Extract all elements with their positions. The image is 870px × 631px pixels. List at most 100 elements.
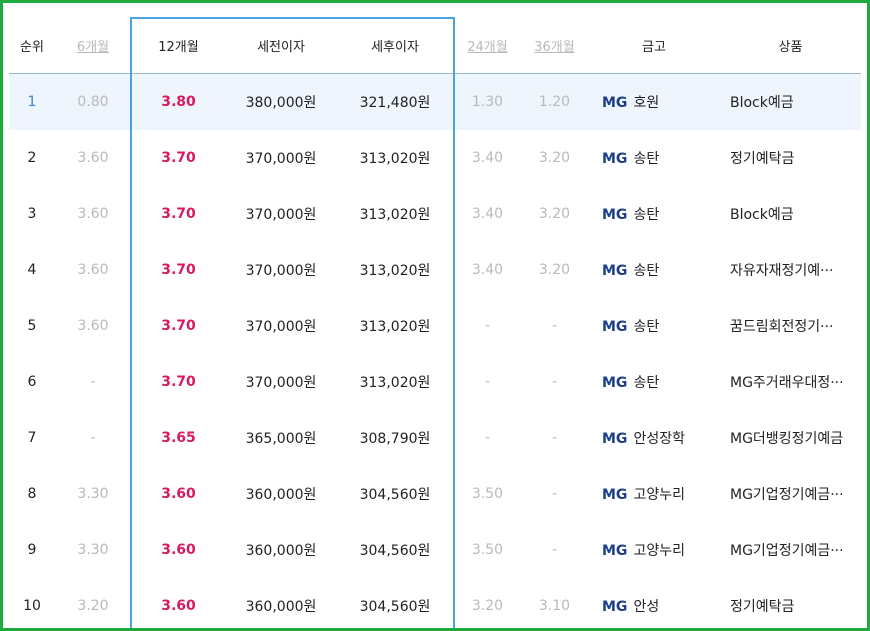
table-row[interactable]: 7 - 3.65 365,000원 308,790원 - - MG 안성장학 MG더뱅킹정기예금 — [9, 410, 861, 466]
mg-logo: MG — [602, 431, 628, 447]
bank-cell[interactable]: MG 고양누리 — [588, 466, 720, 522]
header-6-month-link[interactable]: 6개월 — [55, 17, 131, 74]
24-month-rate-cell: - — [484, 374, 491, 390]
rank-cell: 3 — [27, 206, 37, 222]
rank-cell: 10 — [23, 598, 41, 614]
24-month-rate-cell: - — [484, 318, 491, 334]
product-name-cell[interactable]: 정기예탁금 — [730, 599, 795, 615]
header-product: 상품 — [720, 17, 861, 74]
6-month-rate-cell: 3.60 — [77, 206, 109, 222]
bank-cell[interactable]: MG 안성 — [588, 578, 720, 628]
pretax-interest-cell: 360,000원 — [245, 543, 317, 559]
pretax-interest-cell: 370,000원 — [245, 319, 317, 335]
12-month-rate-cell: 3.70 — [161, 374, 196, 390]
24-month-rate-cell: 3.50 — [471, 486, 504, 502]
mg-logo: MG — [602, 151, 628, 167]
bank-cell[interactable]: MG 고양누리 — [588, 522, 720, 578]
bank-cell[interactable]: MG 호원 — [588, 73, 720, 130]
product-name-cell[interactable]: Block예금 — [730, 207, 794, 223]
header-24-month-link[interactable]: 24개월 — [454, 17, 521, 74]
12-month-rate-cell: 3.60 — [161, 542, 196, 558]
posttax-interest-cell: 313,020원 — [359, 319, 431, 335]
product-name-cell[interactable]: 꿈드림회전정기··· — [730, 319, 834, 335]
pretax-interest-cell: 370,000원 — [245, 151, 317, 167]
12-month-rate-cell: 3.70 — [161, 206, 196, 222]
pretax-interest-cell: 360,000원 — [245, 487, 317, 503]
12-month-rate-cell: 3.60 — [161, 598, 196, 614]
12-month-rate-cell: 3.80 — [131, 73, 226, 130]
24-month-rate-cell: 3.40 — [471, 206, 504, 222]
bank-name: 고양누리 — [633, 543, 685, 559]
mg-logo: MG — [602, 207, 628, 223]
bank-cell[interactable]: MG 송탄 — [588, 242, 720, 298]
bank-cell[interactable]: MG 안성장학 — [588, 410, 720, 466]
posttax-interest-cell: 313,020원 — [359, 375, 431, 391]
header-posttax-interest: 세후이자 — [336, 17, 454, 74]
product-name-cell[interactable]: MG주거래우대정··· — [730, 375, 844, 391]
table-header-row: 순위 6개월 12개월 세전이자 세후이자 24개월 36개월 금고 상품 — [9, 17, 861, 74]
table-row[interactable]: 9 3.30 3.60 360,000원 304,560원 3.50 - MG 고양누리 MG기업… — [9, 522, 861, 578]
rank-cell: 4 — [27, 262, 37, 278]
product-name-cell[interactable]: 자유자재정기예··· — [730, 263, 834, 279]
rank-cell: 7 — [27, 430, 37, 446]
24-month-rate-cell: 1.30 — [454, 73, 521, 130]
36-month-rate-cell: 3.20 — [538, 206, 571, 222]
table-row[interactable]: 5 3.60 3.70 370,000원 313,020원 - - MG 송탄 꿈드림회전정기··… — [9, 298, 861, 354]
6-month-rate-cell: 3.30 — [77, 486, 109, 502]
6-month-rate-cell: - — [90, 374, 96, 390]
24-month-rate-cell: 3.40 — [471, 150, 504, 166]
bank-cell[interactable]: MG 송탄 — [588, 130, 720, 186]
bank-name: 안성 — [633, 599, 660, 615]
table-row[interactable]: 6 - 3.70 370,000원 313,020원 - - MG 송탄 MG주거래우대정··· — [9, 354, 861, 410]
product-name-cell[interactable]: MG기업정기예금··· — [730, 487, 844, 503]
table-row[interactable]: 1 0.80 3.80 380,000원 321,480원 1.30 1.20 MG 호원 Blo… — [9, 73, 861, 130]
rank-cell: 1 — [9, 73, 55, 130]
24-month-rate-cell: 3.40 — [471, 262, 504, 278]
36-month-rate-cell: - — [551, 542, 558, 558]
12-month-rate-cell: 3.70 — [161, 318, 196, 334]
36-month-rate-cell: 3.20 — [538, 150, 571, 166]
24-month-rate-cell: 3.50 — [471, 542, 504, 558]
bank-cell[interactable]: MG 송탄 — [588, 298, 720, 354]
mg-logo: MG — [602, 319, 628, 335]
posttax-interest-cell: 321,480원 — [336, 73, 454, 130]
6-month-rate-cell: 3.30 — [77, 542, 109, 558]
product-name-cell[interactable]: MG기업정기예금··· — [730, 543, 844, 559]
12-month-rate-cell: 3.70 — [161, 150, 196, 166]
table-row[interactable]: 10 3.20 3.60 360,000원 304,560원 3.20 3.10 MG 안성 정기… — [9, 578, 861, 628]
rank-cell: 5 — [27, 318, 37, 334]
24-month-rate-cell: 3.20 — [471, 598, 504, 614]
posttax-interest-cell: 304,560원 — [359, 543, 431, 559]
mg-logo: MG — [602, 263, 628, 279]
table-row[interactable]: 2 3.60 3.70 370,000원 313,020원 3.40 3.20 MG 송탄 정기예… — [9, 130, 861, 186]
rank-cell: 6 — [27, 374, 37, 390]
header-12-month: 12개월 — [131, 17, 226, 74]
product-name-cell[interactable]: 정기예탁금 — [730, 151, 795, 167]
product-name-cell[interactable]: MG더뱅킹정기예금 — [730, 431, 844, 447]
bank-cell[interactable]: MG 송탄 — [588, 186, 720, 242]
bank-name: 송탄 — [633, 207, 660, 223]
mg-logo: MG — [602, 375, 628, 391]
product-name-cell[interactable]: Block예금 — [720, 73, 861, 130]
posttax-interest-cell: 313,020원 — [359, 263, 431, 279]
posttax-interest-cell: 304,560원 — [359, 487, 431, 503]
bank-name: 송탄 — [633, 263, 660, 279]
12-month-rate-cell: 3.70 — [161, 262, 196, 278]
pretax-interest-cell: 370,000원 — [245, 207, 317, 223]
table-row[interactable]: 3 3.60 3.70 370,000원 313,020원 3.40 3.20 MG 송탄 Blo… — [9, 186, 861, 242]
table-row[interactable]: 8 3.30 3.60 360,000원 304,560원 3.50 - MG 고양누리 MG기업… — [9, 466, 861, 522]
mg-logo: MG — [602, 599, 628, 615]
36-month-rate-cell: 3.20 — [538, 262, 571, 278]
6-month-rate-cell: 0.80 — [55, 73, 131, 130]
bank-name: 송탄 — [633, 151, 660, 167]
mg-logo: MG — [602, 95, 628, 111]
rank-cell: 8 — [27, 486, 37, 502]
pretax-interest-cell: 380,000원 — [226, 73, 336, 130]
bank-name: 고양누리 — [633, 487, 685, 503]
bank-cell[interactable]: MG 송탄 — [588, 354, 720, 410]
header-rank: 순위 — [9, 17, 55, 74]
table-row[interactable]: 4 3.60 3.70 370,000원 313,020원 3.40 3.20 MG 송탄 자유자… — [9, 242, 861, 298]
pretax-interest-cell: 365,000원 — [245, 431, 317, 447]
24-month-rate-cell: - — [484, 430, 491, 446]
header-36-month-link[interactable]: 36개월 — [521, 17, 588, 74]
